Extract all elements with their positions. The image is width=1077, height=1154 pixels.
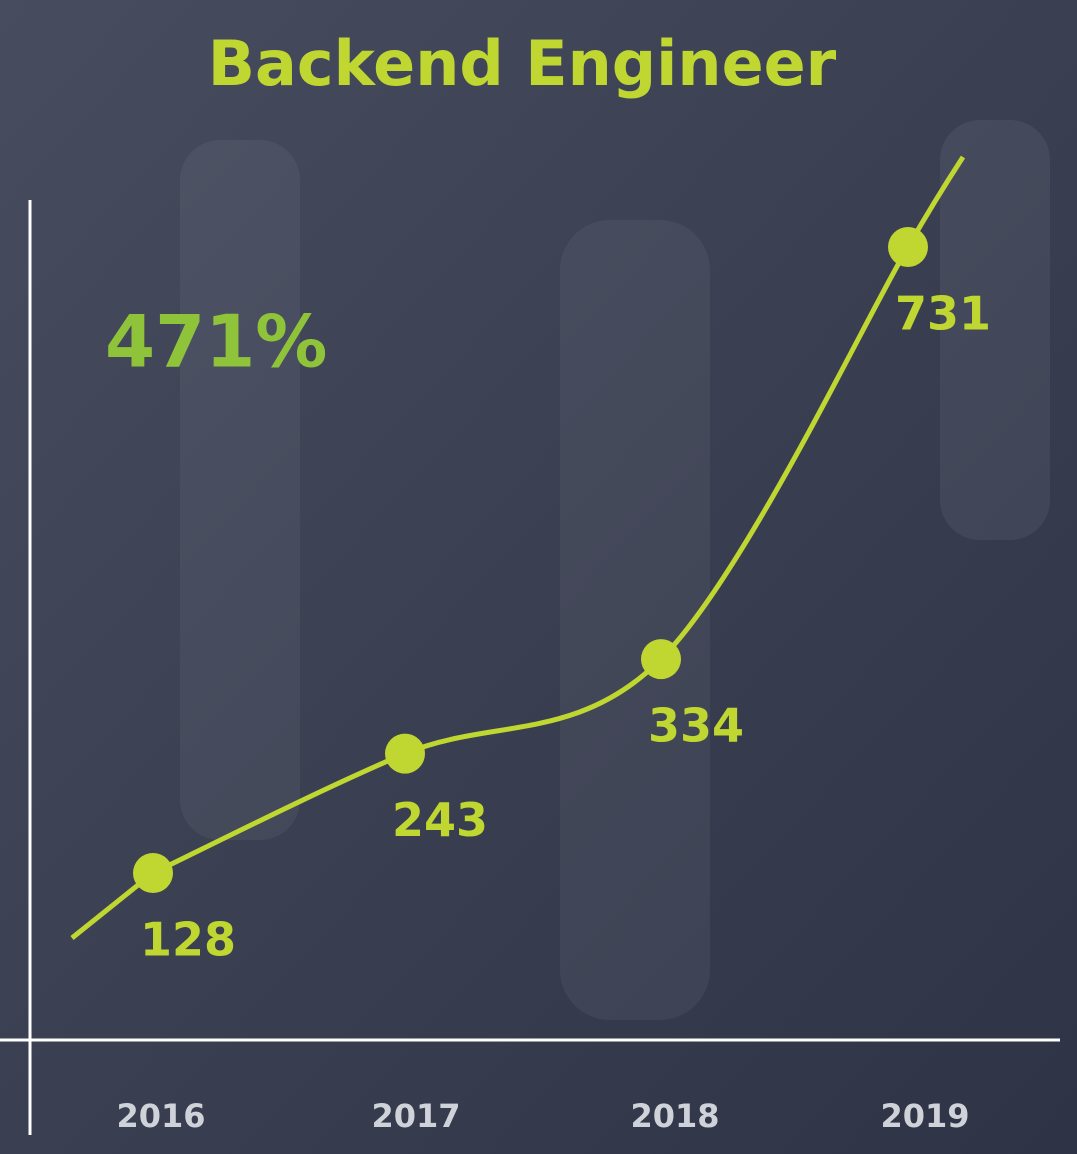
point: [888, 227, 928, 267]
background-shape: [180, 140, 300, 840]
point: [385, 733, 425, 774]
background-shape: [940, 120, 1050, 540]
data-label: 731: [895, 287, 991, 341]
x-tick-label: 2016: [116, 1097, 205, 1135]
data-label: 128: [140, 913, 236, 967]
x-tick-label: 2017: [371, 1097, 460, 1135]
point: [641, 639, 681, 680]
annotation: 471%: [105, 300, 327, 384]
chart-title: Backend Engineer: [208, 27, 837, 100]
data-label: 243: [392, 793, 488, 847]
x-tick-label: 2019: [880, 1097, 969, 1135]
point: [133, 853, 173, 893]
data-label: 334: [648, 699, 744, 753]
background-shape: [560, 220, 710, 1020]
x-tick-label: 2018: [630, 1097, 719, 1135]
line: [151, 245, 911, 876]
